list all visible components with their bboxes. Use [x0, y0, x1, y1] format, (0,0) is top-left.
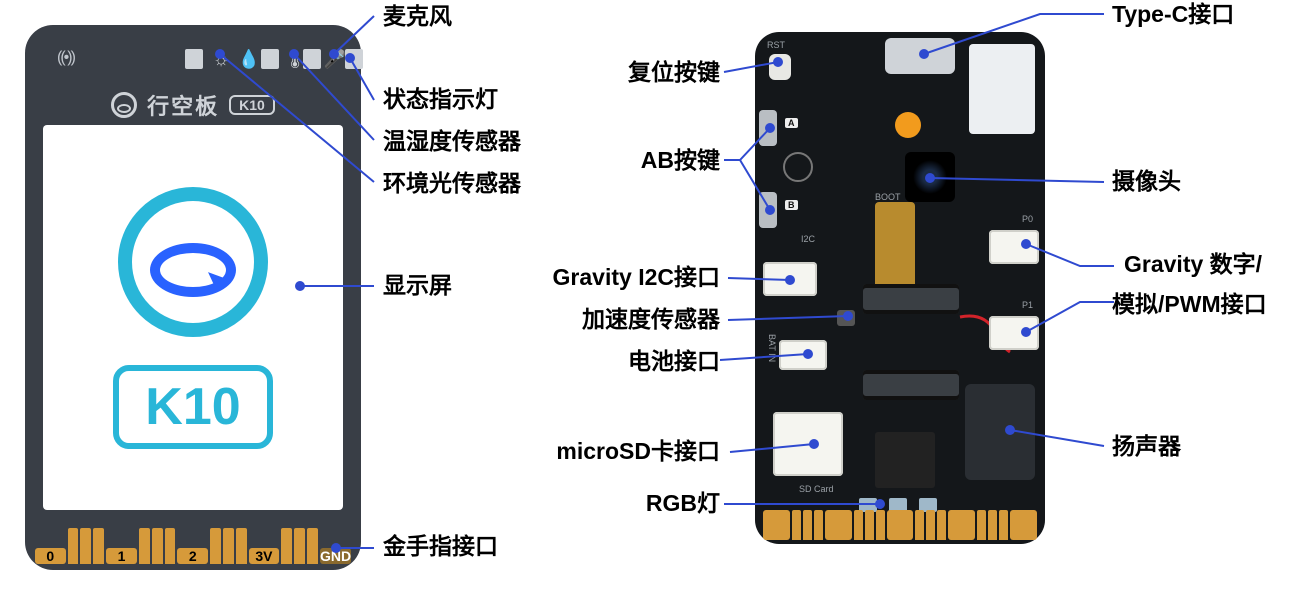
accel-sensor — [837, 310, 855, 326]
light-icon: ☼ — [211, 47, 231, 71]
camera-module — [905, 152, 955, 202]
silk-p1: P1 — [1022, 300, 1033, 310]
a-button[interactable] — [759, 110, 777, 146]
edge-pin-2: 2 — [177, 548, 208, 564]
humidity-icon: 💧 — [239, 47, 259, 71]
label-gravity-digital-2: 模拟/PWM接口 — [1112, 290, 1267, 320]
silk-i2c: I2C — [801, 234, 815, 244]
silk-p0: P0 — [1022, 214, 1033, 224]
edge-pin-0: 0 — [35, 548, 66, 564]
microsd-slot[interactable] — [773, 412, 843, 476]
edge-pin-gnd: GND — [320, 548, 351, 564]
mcu-chip — [875, 432, 935, 488]
label-temp-humid: 温湿度传感器 — [383, 127, 521, 157]
brand-text: 行空板 — [147, 89, 219, 121]
silk-a: A — [785, 118, 798, 128]
back-edge-connector — [763, 510, 1037, 540]
block-icon — [261, 49, 279, 69]
rect-icon — [185, 49, 203, 69]
back-board: RST A B BOOT I2C BAT IN P0 P1 SD Card — [755, 32, 1045, 544]
label-edge-conn: 金手指接口 — [383, 532, 498, 562]
status-led-icon — [345, 49, 363, 69]
gravity-p0-port[interactable] — [989, 230, 1039, 264]
label-camera: 摄像头 — [1112, 167, 1181, 197]
label-ambient: 环境光传感器 — [383, 169, 521, 199]
front-top-icon-strip: ((•)) ☼ 💧 🌡 🎤 — [25, 39, 361, 79]
front-board: ((•)) ☼ 💧 🌡 🎤 行空板 K10 K10 0 1 2 3V GND — [25, 25, 361, 570]
thermometer-icon: 🌡 — [285, 47, 305, 71]
label-microphone: 麦克风 — [383, 2, 452, 32]
screen-badge: K10 — [113, 365, 272, 449]
silk-rst: RST — [767, 40, 785, 50]
block2-icon — [303, 49, 321, 69]
ribbon-connector-2 — [863, 370, 959, 400]
gravity-p1-port[interactable] — [989, 316, 1039, 350]
label-speaker: 扬声器 — [1112, 432, 1181, 462]
label-accel: 加速度传感器 — [582, 305, 720, 335]
speaker — [965, 384, 1035, 480]
label-i2c: Gravity I2C接口 — [553, 263, 720, 293]
back-logo-icon — [783, 152, 813, 182]
brand-chip: K10 — [229, 95, 275, 115]
label-gravity-digital-1: Gravity 数字/ — [1124, 250, 1262, 280]
orange-dot-icon — [895, 112, 921, 138]
label-typec: Type-C接口 — [1112, 0, 1234, 30]
reset-button[interactable] — [769, 54, 791, 80]
label-reset: 复位按键 — [614, 58, 720, 88]
brand-logo-icon — [111, 92, 137, 118]
brand-row: 行空板 K10 — [25, 85, 361, 125]
sound-wave-icon: ((•)) — [57, 49, 74, 67]
screen-logo-icon — [118, 187, 268, 337]
front-screen: K10 — [43, 125, 343, 510]
silk-sd: SD Card — [799, 484, 834, 494]
silk-boot: BOOT — [875, 192, 901, 202]
microphone-icon: 🎤 — [325, 47, 345, 71]
wifi-module — [969, 44, 1035, 134]
label-microsd: microSD卡接口 — [556, 437, 720, 467]
gravity-i2c-port[interactable] — [763, 262, 817, 296]
ribbon-connector-1 — [863, 284, 959, 314]
front-edge-connector: 0 1 2 3V GND — [35, 524, 351, 564]
type-c-port[interactable] — [885, 38, 955, 74]
b-button[interactable] — [759, 192, 777, 228]
label-battery: 电池接口 — [628, 347, 720, 377]
label-ab-btn: AB按键 — [641, 146, 720, 176]
silk-b: B — [785, 200, 798, 210]
silk-batin: BAT IN — [767, 334, 777, 362]
edge-pin-3v: 3V — [249, 548, 280, 564]
label-display: 显示屏 — [383, 271, 452, 301]
battery-port[interactable] — [779, 340, 827, 370]
label-rgb: RGB灯 — [646, 489, 720, 519]
edge-pin-1: 1 — [106, 548, 137, 564]
label-status-led: 状态指示灯 — [383, 85, 498, 115]
